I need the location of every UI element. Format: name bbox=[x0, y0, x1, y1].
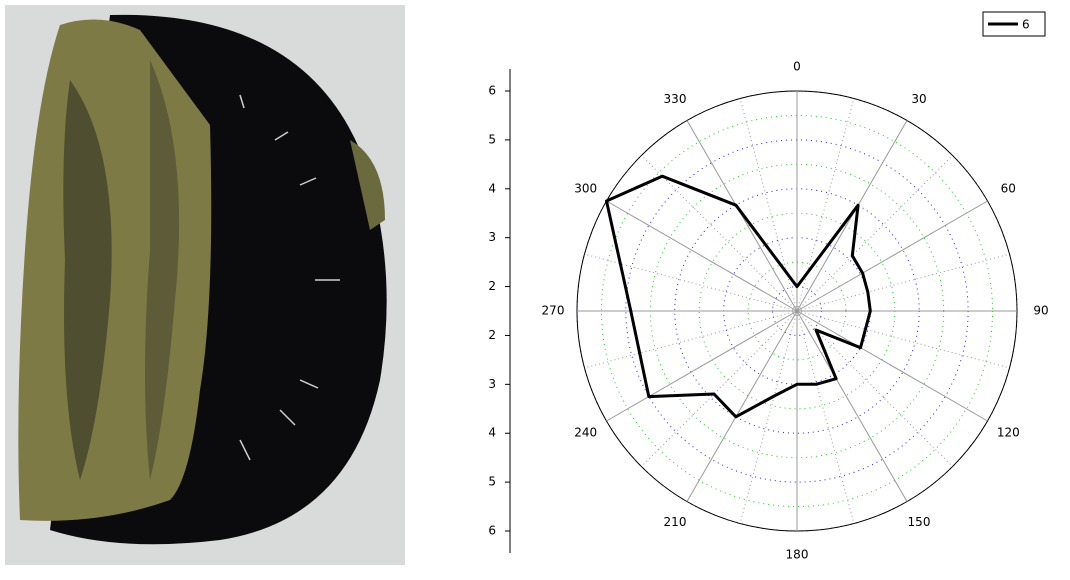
radial-tick-label: 2 bbox=[488, 328, 496, 342]
minor-spoke bbox=[797, 254, 1010, 311]
radial-tick-label: 3 bbox=[488, 230, 496, 244]
radial-tick-label: 6 bbox=[488, 524, 496, 538]
minor-spoke bbox=[584, 254, 797, 311]
minor-spoke bbox=[740, 98, 797, 311]
radial-tick-label: 3 bbox=[488, 377, 496, 391]
spoke-grid-line bbox=[797, 311, 988, 421]
photo bbox=[5, 5, 405, 565]
spoke-grid-line bbox=[797, 311, 907, 502]
minor-spoke bbox=[797, 311, 953, 467]
radial-tick-label: 4 bbox=[488, 181, 496, 195]
angle-tick-label: 90 bbox=[1033, 304, 1048, 318]
angle-tick-label: 150 bbox=[908, 515, 931, 529]
minor-spoke bbox=[797, 155, 953, 311]
angle-tick-label: 330 bbox=[664, 92, 687, 106]
legend-label: 6 bbox=[1022, 18, 1030, 32]
angle-tick-label: 180 bbox=[786, 548, 809, 562]
minor-spoke bbox=[740, 311, 797, 524]
radial-tick-label: 2 bbox=[488, 279, 496, 293]
radial-tick-label: 5 bbox=[488, 475, 496, 489]
minor-spoke bbox=[797, 98, 854, 311]
angle-tick-label: 30 bbox=[911, 92, 926, 106]
polar-plot: 0 30 60 90 120 150 180 210 240 270 300 330 2 2 3 3 4 4 5 5 6… bbox=[488, 60, 1048, 562]
radial-tick-label: 4 bbox=[488, 426, 496, 440]
angle-tick-label: 240 bbox=[574, 426, 597, 440]
radial-tick-label: 5 bbox=[488, 132, 496, 146]
figure: 6 0 30 60 90 120 150 180 210 240 270 300 330 2 2 3 3 4 4 5… bbox=[0, 0, 1070, 580]
legend: 6 bbox=[983, 12, 1045, 36]
angle-tick-label: 210 bbox=[664, 515, 687, 529]
minor-spoke bbox=[641, 311, 797, 467]
spoke-grid-line bbox=[687, 311, 797, 502]
minor-spoke bbox=[584, 311, 797, 368]
data-line bbox=[607, 176, 871, 417]
angle-tick-label: 0 bbox=[793, 60, 801, 74]
angle-tick-label: 270 bbox=[542, 304, 565, 318]
spoke-grid-line bbox=[797, 201, 988, 311]
radial-tick-label: 6 bbox=[488, 84, 496, 98]
angle-tick-label: 120 bbox=[997, 426, 1020, 440]
angle-tick-label: 300 bbox=[574, 182, 597, 196]
angle-tick-label: 60 bbox=[1001, 182, 1016, 196]
